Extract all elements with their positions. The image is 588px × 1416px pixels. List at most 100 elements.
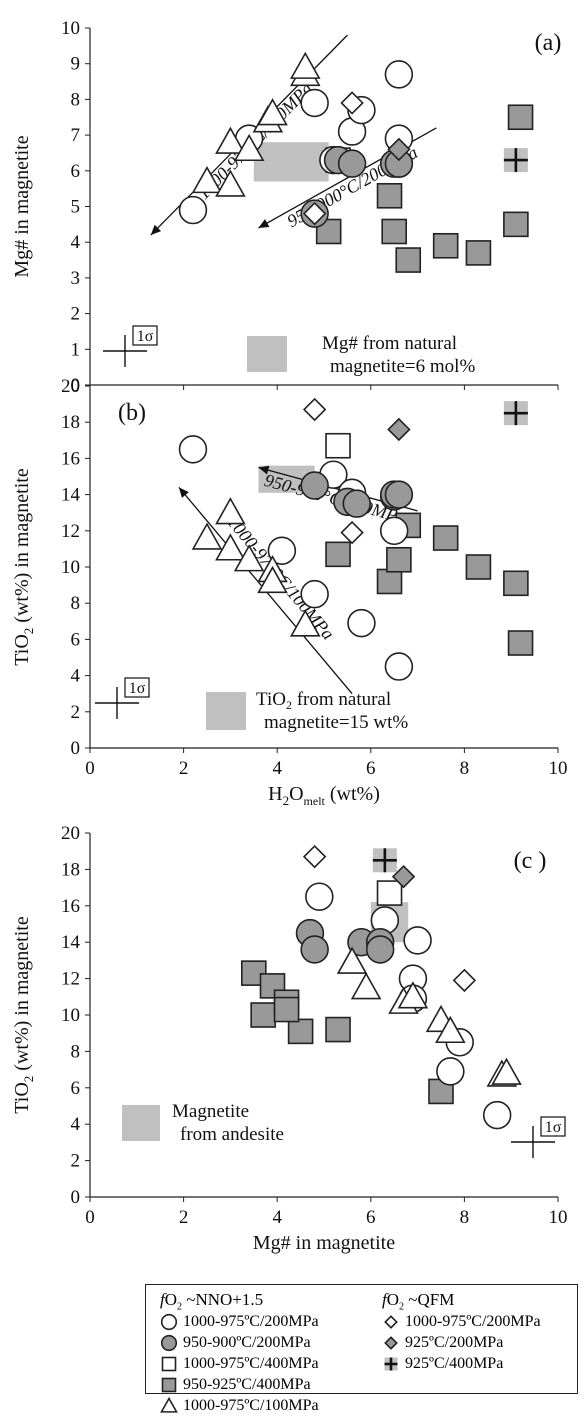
y-tick-label: 6 [71, 161, 81, 182]
y-tick-label: 10 [61, 557, 80, 578]
arrow-head [178, 487, 189, 498]
square-marker [507, 104, 534, 131]
natural-swatch [122, 1105, 160, 1141]
data-point-t100 [491, 1057, 522, 1085]
legend-marker-dg200 [384, 1335, 398, 1350]
legend-heading-o: O [386, 1290, 400, 1309]
diamond-marker [452, 968, 477, 993]
legend-item-g200: 950-900ºC/200MPa [160, 1332, 319, 1353]
panel-label: (a) [535, 30, 562, 56]
square-marker [376, 568, 403, 595]
data-point-t100 [289, 51, 321, 79]
data-point-g200 [342, 489, 372, 518]
square-marker [325, 432, 351, 459]
data-point-g400 [161, 1377, 177, 1392]
panel-label: (c ) [514, 848, 547, 874]
data-point-g400 [287, 1018, 314, 1045]
legend-heading-qfm: fO2 ~QFM [382, 1289, 541, 1312]
legend-label: 1000-975ºC/400MPa [183, 1355, 319, 1372]
x-tick-label: 0 [85, 758, 95, 779]
square-marker [287, 1018, 314, 1045]
legend-left-items: 1000-975ºC/200MPa 950-900ºC/200MPa 1000-97… [160, 1311, 319, 1416]
y-tick-label: 4 [71, 1114, 81, 1135]
data-point-g400 [507, 630, 534, 656]
data-point-o200 [267, 536, 297, 565]
x-tick-label: 6 [366, 1207, 376, 1228]
data-point-o200 [403, 926, 432, 955]
triangle-marker [215, 497, 246, 525]
data-point-d200 [302, 397, 327, 422]
data-point-g400 [381, 218, 408, 245]
triangle-marker [215, 533, 246, 561]
arrow-head [258, 219, 270, 228]
data-point-p400 [372, 848, 397, 873]
data-point-o400 [376, 880, 403, 906]
y-tick-label: 0 [71, 1187, 81, 1208]
data-point-d200 [452, 968, 477, 993]
legend-heading-sub: 2 [177, 1301, 183, 1313]
y-axis-label: TiO2 (wt%) in magnetite [11, 916, 36, 1114]
triangle-marker [257, 565, 288, 594]
data-point-g200 [300, 471, 329, 500]
triangle-marker [435, 1015, 466, 1044]
data-point-d200 [384, 1314, 398, 1329]
y-tick-label: 0 [71, 375, 81, 396]
diamond-marker [384, 1314, 398, 1329]
legend-label: 1000-975ºC/100MPa [183, 1397, 319, 1414]
legend-item-g400: 950-925ºC/400MPa [160, 1374, 319, 1395]
square-marker [325, 541, 351, 568]
data-point-o200 [300, 579, 329, 609]
y-tick-label: 9 [71, 54, 81, 75]
x-tick-label: 8 [460, 758, 470, 779]
x-axis-label: Mg# in magnetite [253, 1232, 395, 1254]
diamond-marker [387, 137, 411, 162]
sigma-label: 1σ [129, 680, 146, 697]
y-tick-label: 0 [71, 738, 81, 759]
x-tick-label: 6 [366, 758, 376, 779]
data-point-dg200 [391, 864, 416, 889]
sigma-box [540, 1116, 566, 1137]
circle-marker [160, 1313, 178, 1330]
triangle-marker [491, 1057, 522, 1085]
data-point-g200 [300, 935, 329, 964]
sigma-box [132, 325, 158, 346]
y-tick-label: 12 [61, 969, 80, 990]
y-tick-label: 2 [71, 702, 81, 723]
y-tick-label: 2 [71, 1151, 81, 1172]
data-point-g400 [325, 541, 351, 568]
y-tick-label: 6 [71, 629, 81, 650]
data-point-o400 [161, 1356, 177, 1371]
diamond-marker [302, 397, 327, 422]
triangle-marker [233, 544, 265, 572]
y-tick-label: 10 [61, 18, 80, 39]
data-point-t100 [397, 981, 429, 1009]
data-point-g400 [273, 996, 300, 1023]
y-tick-label: 1 [71, 339, 81, 360]
square-marker [325, 1016, 351, 1043]
diamond-marker [384, 1335, 398, 1350]
data-point-t100 [160, 1396, 178, 1413]
triangle-marker [160, 1396, 178, 1413]
triangle-marker [191, 522, 223, 550]
y-tick-label: 16 [61, 448, 80, 469]
y-axis-label: Mg# in magnetite [11, 135, 33, 277]
square-marker [161, 1377, 177, 1392]
triangle-marker [191, 165, 223, 194]
y-tick-label: 10 [61, 1005, 80, 1026]
data-point-t100 [257, 565, 288, 594]
diamond-marker [302, 201, 327, 226]
x-tick-label: 8 [460, 1207, 470, 1228]
data-point-g400 [315, 218, 342, 245]
data-point-g200 [337, 149, 367, 178]
diamond-marker [340, 520, 364, 545]
legend-marker-p400 [384, 1357, 398, 1370]
diamond-marker [302, 844, 327, 869]
square-marker [376, 182, 403, 209]
data-point-t100 [215, 169, 246, 197]
y-tick-label: 6 [71, 1078, 81, 1099]
data-point-o200 [300, 88, 329, 118]
square-marker [432, 232, 459, 259]
circle-marker [384, 652, 414, 681]
data-point-g400 [465, 240, 492, 266]
circle-marker [337, 149, 367, 178]
